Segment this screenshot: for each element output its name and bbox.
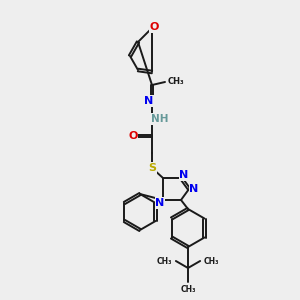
Text: NH: NH	[151, 114, 169, 124]
Text: O: O	[149, 22, 159, 32]
Text: N: N	[155, 198, 165, 208]
Text: CH₃: CH₃	[180, 285, 196, 294]
Text: CH₃: CH₃	[168, 77, 184, 86]
Text: S: S	[148, 163, 156, 173]
Text: O: O	[128, 131, 138, 141]
Text: N: N	[189, 184, 199, 194]
Text: CH₃: CH₃	[156, 256, 172, 266]
Text: N: N	[179, 170, 189, 180]
Text: CH₃: CH₃	[204, 256, 220, 266]
Text: N: N	[144, 96, 154, 106]
